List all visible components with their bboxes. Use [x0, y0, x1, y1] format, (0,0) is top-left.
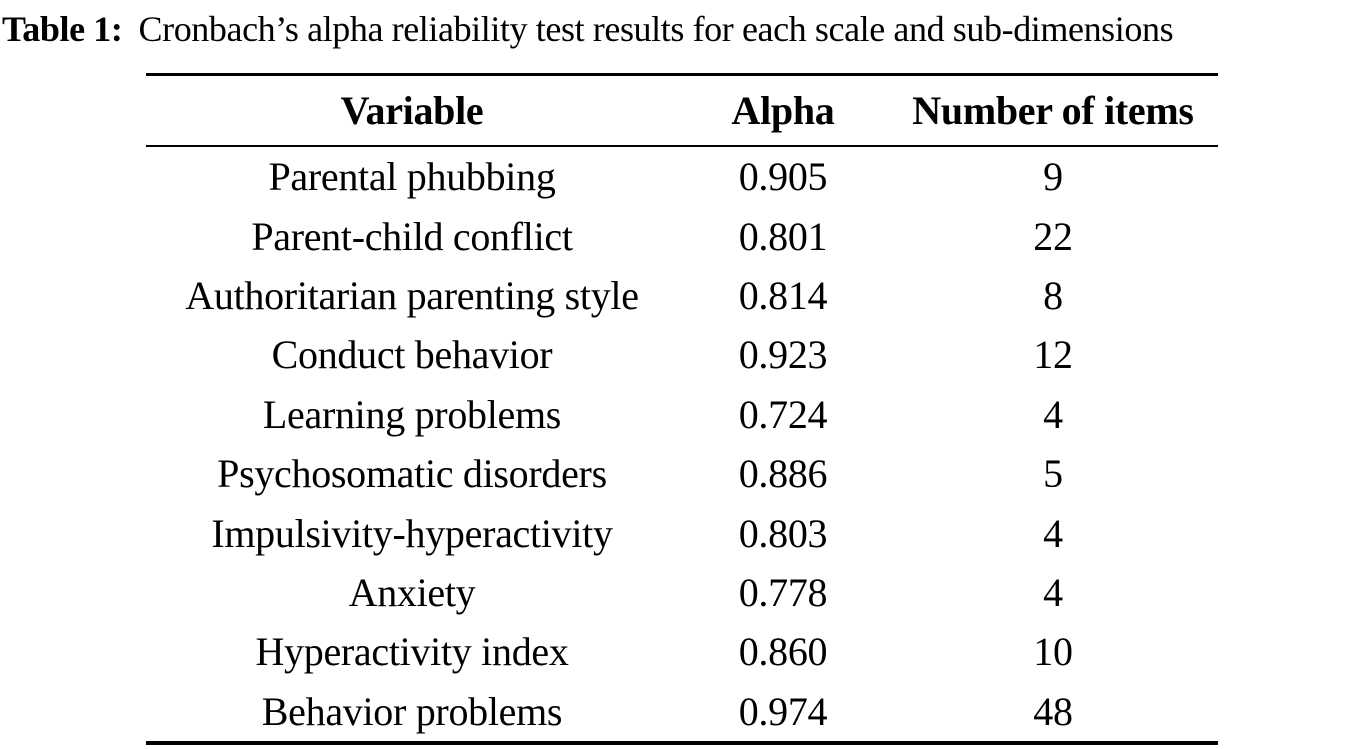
cell-alpha: 0.814 — [738, 272, 828, 318]
table-row: Authoritarian parenting style 0.814 8 — [146, 266, 1218, 325]
cell-items: 12 — [1033, 332, 1073, 378]
cell-variable: Conduct behavior — [271, 332, 553, 378]
cell-items: 4 — [1043, 510, 1063, 556]
cell-items: 4 — [1043, 569, 1063, 615]
cell-alpha: 0.905 — [738, 154, 828, 200]
cell-variable: Psychosomatic disorders — [217, 451, 607, 497]
table-row: Hyperactivity index 0.860 10 — [146, 622, 1218, 681]
cell-items: 8 — [1043, 272, 1063, 318]
cell-alpha: 0.886 — [738, 451, 828, 497]
table-mid-rule — [146, 145, 1218, 147]
table-caption: Table 1: Cronbach’s alpha reliability tes… — [2, 8, 1363, 50]
cell-alpha: 0.974 — [738, 688, 828, 734]
table-top-rule — [146, 73, 1218, 76]
column-header-variable: Variable — [340, 88, 484, 133]
table-row: Impulsivity-hyperactivity 0.803 4 — [146, 503, 1218, 562]
table-header-row: Variable Alpha Number of items — [146, 76, 1218, 145]
cell-alpha: 0.801 — [738, 213, 828, 259]
cell-variable: Parent-child conflict — [251, 213, 573, 259]
table-caption-text: Cronbach’s alpha reliability test result… — [138, 9, 1174, 49]
cell-alpha: 0.778 — [738, 569, 828, 615]
cell-items: 22 — [1033, 213, 1073, 259]
cell-alpha: 0.803 — [738, 510, 828, 556]
column-header-alpha: Alpha — [731, 88, 835, 133]
cell-alpha: 0.860 — [738, 629, 828, 675]
cell-items: 4 — [1043, 391, 1063, 437]
cell-variable: Impulsivity-hyperactivity — [211, 510, 613, 556]
cell-items: 9 — [1043, 154, 1063, 200]
cell-items: 10 — [1033, 629, 1073, 675]
reliability-table: Variable Alpha Number of items Parental … — [146, 73, 1218, 745]
table-row: Parental phubbing 0.905 9 — [146, 147, 1218, 206]
cell-items: 5 — [1043, 451, 1063, 497]
cell-variable: Learning problems — [262, 391, 562, 437]
cell-variable: Anxiety — [348, 569, 476, 615]
table-row: Parent-child conflict 0.801 22 — [146, 206, 1218, 265]
table-row: Conduct behavior 0.923 12 — [146, 325, 1218, 384]
cell-variable: Hyperactivity index — [255, 629, 569, 675]
cell-items: 48 — [1033, 688, 1073, 734]
column-header-number-of-items: Number of items — [912, 88, 1194, 133]
cell-variable: Behavior problems — [261, 688, 563, 734]
table-bottom-rule — [146, 740, 1218, 745]
table-caption-label: Table 1: — [2, 9, 123, 49]
table-row: Psychosomatic disorders 0.886 5 — [146, 444, 1218, 503]
table-row: Behavior problems 0.974 48 — [146, 682, 1218, 741]
cell-alpha: 0.724 — [738, 391, 828, 437]
cell-alpha: 0.923 — [738, 332, 828, 378]
table-row: Learning problems 0.724 4 — [146, 385, 1218, 444]
cell-variable: Authoritarian parenting style — [185, 272, 639, 318]
cell-variable: Parental phubbing — [268, 154, 556, 200]
table-row: Anxiety 0.778 4 — [146, 563, 1218, 622]
